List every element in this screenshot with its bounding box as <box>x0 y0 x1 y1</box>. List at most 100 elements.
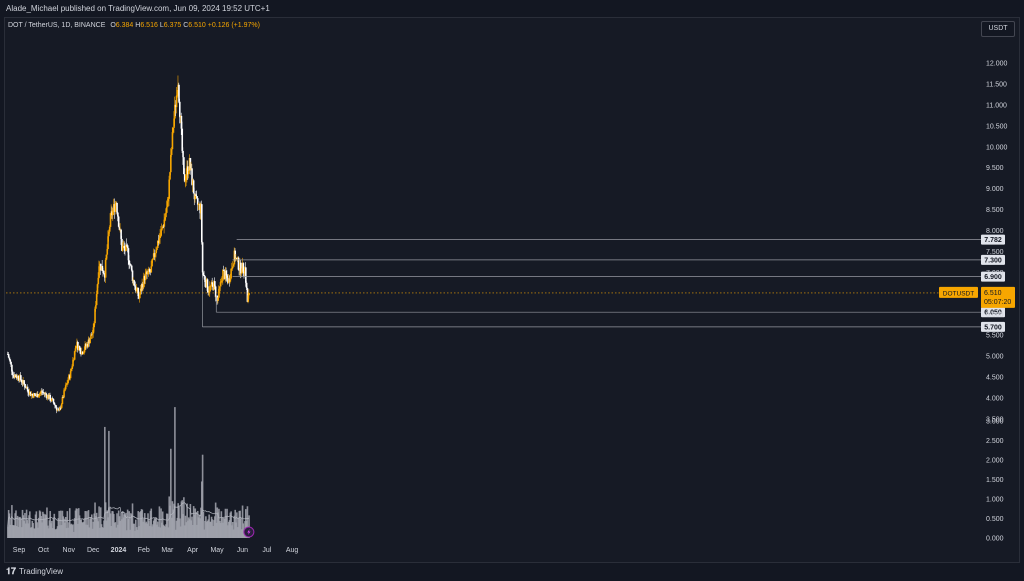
candle-body[interactable] <box>60 404 63 409</box>
candle-body[interactable] <box>200 204 202 214</box>
candle-body[interactable] <box>46 394 49 399</box>
candle-body[interactable] <box>104 259 107 278</box>
candle-body[interactable] <box>146 271 148 275</box>
candle-body[interactable] <box>230 269 232 279</box>
candle-body[interactable] <box>13 375 16 378</box>
candle-body[interactable] <box>214 286 217 298</box>
candle-body[interactable] <box>39 392 42 394</box>
candle-body[interactable] <box>157 241 160 243</box>
candle-body[interactable] <box>162 226 165 228</box>
tradingview-footer[interactable]: 𝟏𝟕 TradingView <box>6 566 63 577</box>
candle-body[interactable] <box>223 270 225 271</box>
candle-body[interactable] <box>91 333 94 336</box>
candle-body[interactable] <box>99 263 102 271</box>
candle-body[interactable] <box>106 249 109 255</box>
candle-body[interactable] <box>227 277 229 283</box>
candle-body[interactable] <box>69 370 72 379</box>
candle-body[interactable] <box>86 343 89 347</box>
candle-body[interactable] <box>77 346 80 350</box>
candle-body[interactable] <box>170 149 173 156</box>
candle-body[interactable] <box>15 375 17 377</box>
candle-body[interactable] <box>126 245 129 249</box>
candle-body[interactable] <box>68 375 70 381</box>
candle-body[interactable] <box>60 407 62 409</box>
candle-body[interactable] <box>213 281 215 290</box>
candle-body[interactable] <box>130 264 132 266</box>
candle-body[interactable] <box>235 258 237 261</box>
candle-body[interactable] <box>167 198 170 202</box>
candle-body[interactable] <box>56 409 59 411</box>
candle-body[interactable] <box>120 229 122 239</box>
candle-body[interactable] <box>35 395 38 397</box>
candle-body[interactable] <box>98 266 100 278</box>
candle-body[interactable] <box>156 247 158 251</box>
candle-body[interactable] <box>196 195 198 199</box>
candle-body[interactable] <box>205 282 207 288</box>
candle-body[interactable] <box>141 283 144 291</box>
chart-frame[interactable] <box>4 17 1020 563</box>
candle-body[interactable] <box>138 295 140 299</box>
candle-body[interactable] <box>231 266 234 269</box>
candle-body[interactable] <box>107 236 109 250</box>
candle-body[interactable] <box>165 207 168 213</box>
candle-body[interactable] <box>234 250 237 261</box>
candle-body[interactable] <box>139 288 142 295</box>
candle-body[interactable] <box>208 291 210 293</box>
candle-body[interactable] <box>92 327 95 334</box>
candle-body[interactable] <box>209 285 211 292</box>
candle-body[interactable] <box>108 231 110 237</box>
candle-body[interactable] <box>199 204 201 214</box>
candle-body[interactable] <box>136 287 139 289</box>
candle-body[interactable] <box>148 269 150 273</box>
candle-body[interactable] <box>118 226 121 230</box>
candle-body[interactable] <box>180 115 183 129</box>
candle-body[interactable] <box>178 101 181 118</box>
candle-body[interactable] <box>68 375 71 379</box>
candle-body[interactable] <box>192 180 194 185</box>
candle-body[interactable] <box>125 244 127 251</box>
candle-body[interactable] <box>108 226 111 232</box>
candle-body[interactable] <box>183 174 186 182</box>
candle-body[interactable] <box>42 392 45 394</box>
candle-body[interactable] <box>178 84 180 102</box>
candle-body[interactable] <box>128 260 131 265</box>
candle-body[interactable] <box>148 269 151 272</box>
candle-body[interactable] <box>42 392 44 393</box>
candle-body[interactable] <box>57 409 60 411</box>
candle-body[interactable] <box>105 254 108 260</box>
candle-body[interactable] <box>155 250 157 254</box>
candle-body[interactable] <box>144 273 147 281</box>
candle-body[interactable] <box>173 118 175 128</box>
candle-body[interactable] <box>248 292 250 296</box>
candle-body[interactable] <box>184 180 187 182</box>
candle-body[interactable] <box>124 248 126 251</box>
candle-body[interactable] <box>240 272 243 274</box>
candle-body[interactable] <box>122 245 125 247</box>
candle-body[interactable] <box>207 290 210 293</box>
candle-body[interactable] <box>161 226 164 229</box>
candle-body[interactable] <box>100 265 103 271</box>
candle-body[interactable] <box>58 409 60 411</box>
candle-body[interactable] <box>121 238 123 251</box>
candle-body[interactable] <box>165 212 167 218</box>
candle-body[interactable] <box>109 213 112 227</box>
candle-body[interactable] <box>209 285 212 287</box>
candle-body[interactable] <box>70 369 73 371</box>
candle-body[interactable] <box>24 387 27 389</box>
candle-body[interactable] <box>221 280 223 282</box>
candle-body[interactable] <box>12 374 15 376</box>
candle-body[interactable] <box>172 127 175 133</box>
candle-body[interactable] <box>164 217 166 220</box>
candle-body[interactable] <box>123 245 126 249</box>
candle-body[interactable] <box>44 393 47 394</box>
candle-body[interactable] <box>10 361 12 365</box>
candle-body[interactable] <box>134 286 137 291</box>
candle-body[interactable] <box>117 212 119 217</box>
candle-body[interactable] <box>16 375 19 379</box>
candle-body[interactable] <box>115 202 118 204</box>
candle-body[interactable] <box>236 257 239 259</box>
candle-body[interactable] <box>142 283 144 288</box>
candle-body[interactable] <box>82 352 85 355</box>
candle-body[interactable] <box>67 380 69 384</box>
candle-body[interactable] <box>117 216 120 227</box>
